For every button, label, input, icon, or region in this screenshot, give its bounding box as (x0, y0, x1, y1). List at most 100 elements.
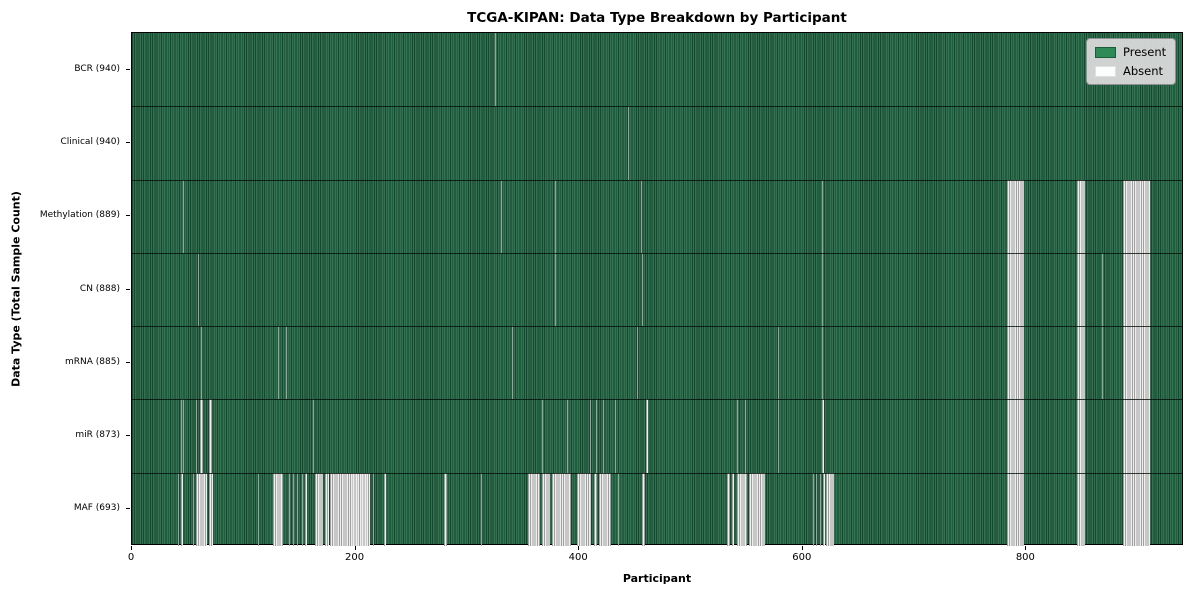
heatmap-row-mir (132, 399, 1182, 473)
absent-stripe (576, 472, 592, 546)
absent-stripe (542, 472, 550, 546)
absent-stripe (480, 472, 482, 546)
y-tick-mark (126, 508, 130, 510)
absent-stripe (542, 399, 544, 473)
heatmap-row-methylation (132, 179, 1182, 253)
x-axis-label: Participant (622, 572, 692, 585)
absent-stripe (288, 472, 290, 546)
absent-stripe (628, 106, 630, 180)
x-tick-label: 800 (1015, 552, 1035, 563)
y-tick-mark (126, 215, 130, 217)
absent-stripe (297, 472, 299, 546)
absent-stripe (195, 399, 197, 473)
absent-stripe (778, 399, 780, 473)
absent-stripe (736, 399, 738, 473)
absent-stripe (286, 326, 288, 400)
absent-stripe (1122, 472, 1151, 546)
absent-stripe (812, 472, 814, 546)
absent-stripe (1076, 252, 1086, 327)
absent-stripe (590, 399, 592, 473)
y-tick-mark (126, 435, 130, 437)
present-swatch-icon (1095, 46, 1116, 58)
absent-stripe (646, 399, 649, 473)
heatmap-row-clinical (132, 106, 1182, 180)
absent-stripe (1076, 179, 1086, 253)
absent-stripe (822, 472, 825, 546)
y-tick-mark (126, 288, 130, 290)
row-separator (132, 326, 1182, 328)
absent-stripe (816, 472, 818, 546)
absent-stripe (593, 472, 597, 546)
absent-stripe (200, 399, 204, 473)
y-tick-label: mRNA (885) (65, 356, 120, 367)
y-tick-label: Methylation (889) (39, 210, 120, 221)
plot-area (131, 32, 1183, 546)
absent-stripe (500, 179, 502, 253)
absent-stripe (726, 472, 730, 546)
absent-stripe (292, 472, 294, 546)
x-tick-label: 200 (345, 552, 365, 563)
absent-stripe (272, 472, 283, 546)
absent-stripe (315, 472, 324, 546)
absent-stripe (201, 326, 203, 400)
absent-stripe (599, 472, 612, 546)
absent-stripe (1076, 326, 1086, 400)
absent-stripe (732, 472, 735, 546)
absent-stripe (821, 399, 824, 473)
absent-stripe (566, 399, 568, 473)
legend-item-absent: Absent (1095, 64, 1166, 78)
absent-stripe (325, 472, 329, 546)
legend-item-present: Present (1095, 45, 1166, 59)
absent-stripe (177, 472, 179, 546)
absent-stripe (821, 252, 823, 327)
absent-stripe (278, 326, 280, 400)
absent-stripe (614, 399, 616, 473)
heatmap-row-cn (132, 252, 1182, 327)
absent-stripe (744, 399, 746, 473)
absent-stripe (209, 472, 214, 546)
absent-stripe (602, 399, 604, 473)
absent-stripe (1122, 252, 1151, 327)
absent-stripe (1076, 399, 1086, 473)
absent-stripe (640, 179, 642, 253)
absent-stripe (736, 472, 747, 546)
absent-stripe (443, 472, 448, 546)
absent-stripe (183, 399, 185, 473)
absent-stripe (195, 472, 207, 546)
row-separator (132, 179, 1182, 181)
x-tick-mark (1025, 546, 1027, 550)
y-tick-label: MAF (693) (73, 503, 120, 514)
absent-stripe (181, 399, 183, 473)
absent-stripe (821, 326, 823, 400)
absent-stripe (1007, 179, 1024, 253)
y-tick-label: miR (873) (75, 430, 120, 441)
absent-stripe (373, 472, 375, 546)
absent-stripe (527, 472, 540, 546)
x-tick-label: 600 (792, 552, 812, 563)
absent-stripe (778, 326, 780, 400)
absent-stripe (595, 399, 597, 473)
legend-label-present: Present (1123, 45, 1167, 59)
absent-stripe (826, 472, 834, 546)
heatmap-row-maf (132, 472, 1182, 546)
chart-title: TCGA-KIPAN: Data Type Breakdown by Parti… (467, 10, 847, 26)
y-tick-mark (126, 68, 130, 70)
y-axis-label: Data Type (Total Sample Count) (9, 191, 23, 387)
y-tick-label: Clinical (940) (60, 136, 120, 147)
absent-stripe (313, 399, 315, 473)
absent-stripe (1122, 179, 1151, 253)
row-separator (132, 106, 1182, 108)
absent-stripe (554, 252, 556, 327)
absent-stripe (1102, 252, 1104, 327)
x-tick-label: 0 (127, 552, 135, 563)
absent-stripe (1122, 326, 1151, 400)
absent-stripe (1007, 399, 1024, 473)
absent-stripe (193, 472, 195, 546)
x-tick-label: 400 (568, 552, 588, 563)
absent-stripe (1122, 399, 1151, 473)
absent-stripe (329, 472, 370, 546)
y-tick-mark (126, 361, 130, 363)
absent-stripe (821, 179, 823, 253)
absent-swatch-icon (1095, 65, 1116, 77)
